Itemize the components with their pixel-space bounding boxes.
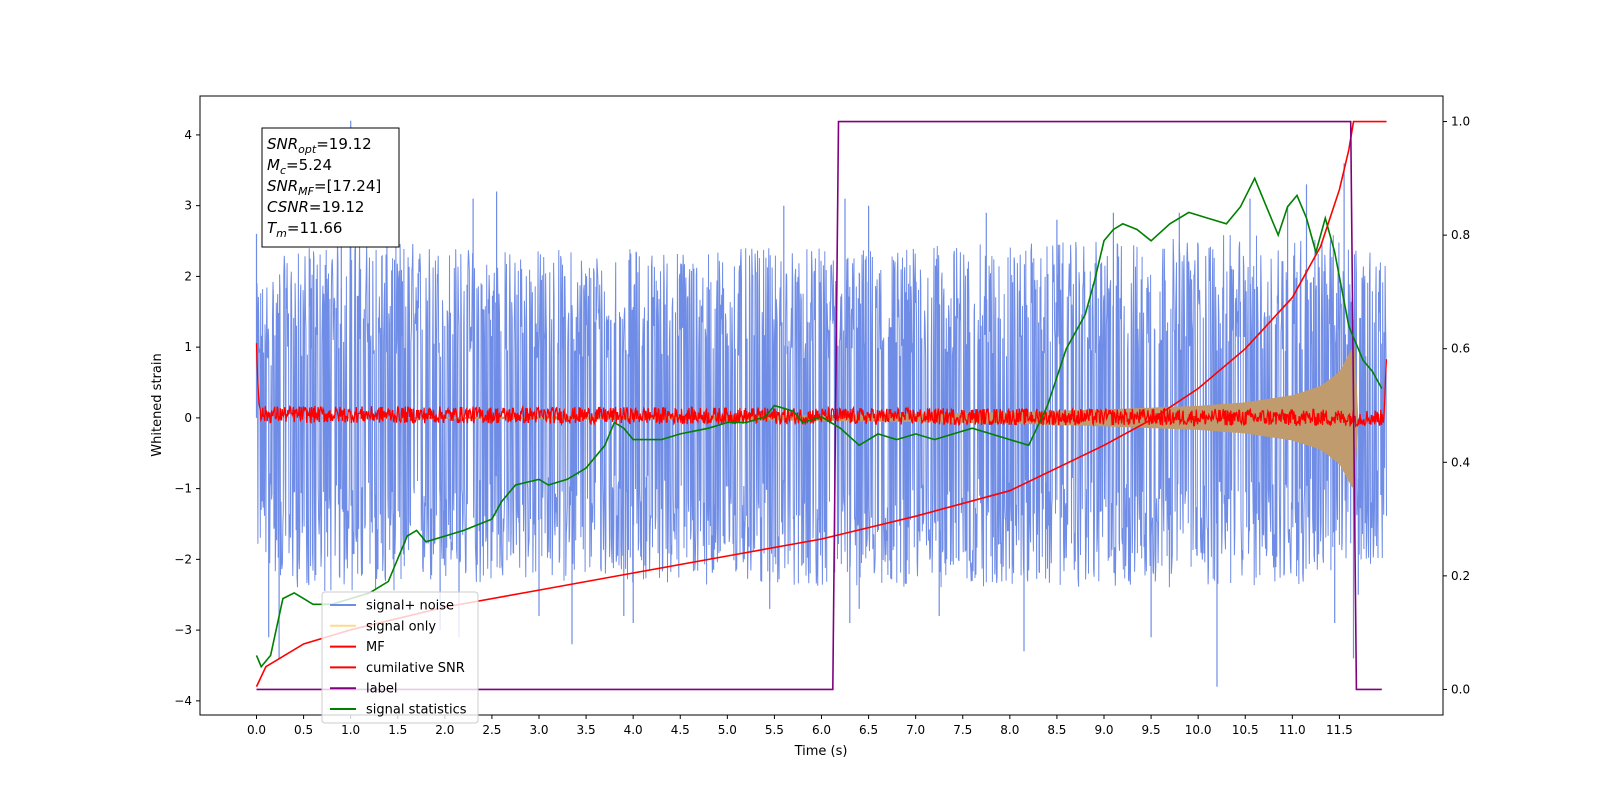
series-signal-noise	[256, 235, 1387, 592]
y-left-tick-label: 3	[184, 199, 192, 213]
legend-label: signal+ noise	[366, 599, 454, 614]
y-right-tick-label: 0.6	[1451, 342, 1470, 356]
x-tick-label: 7.5	[953, 723, 972, 737]
annotation-line: Tm=11.66	[267, 219, 342, 240]
legend-label: label	[366, 682, 397, 697]
annotation-box: SNRopt=19.12Mc=5.24SNRMF=[17.24]CSNR=19.…	[261, 127, 400, 248]
legend-frame	[321, 591, 479, 724]
annotation-line: SNRMF=[17.24]	[267, 177, 381, 198]
x-tick-label: 11.0	[1279, 723, 1306, 737]
x-axis-label: Time (s)	[794, 744, 848, 759]
y-left-tick-label: −1	[174, 482, 192, 496]
y-left-tick-label: 4	[184, 128, 192, 142]
x-tick-label: 8.0	[1000, 723, 1019, 737]
annotation-line: Mc=5.24	[267, 156, 332, 177]
x-tick-label: 5.5	[765, 723, 784, 737]
legend-label: cumilative SNR	[366, 661, 465, 676]
legend-label: MF	[366, 640, 385, 655]
x-tick-label: 9.0	[1094, 723, 1113, 737]
y-left-tick-label: 0	[184, 411, 192, 425]
y-left-tick-label: −2	[174, 552, 192, 566]
x-tick-label: 9.5	[1142, 723, 1161, 737]
x-tick-label: 1.5	[388, 723, 407, 737]
x-tick-label: 10.0	[1185, 723, 1212, 737]
series-label	[256, 120, 1382, 691]
y-right-tick-label: 1.0	[1451, 115, 1470, 129]
legend-label: signal only	[366, 619, 436, 634]
x-tick-label: 5.0	[718, 723, 737, 737]
y-left-tick-label: 1	[184, 340, 192, 354]
y-left-tick-label: −3	[174, 623, 192, 637]
x-tick-label: 8.5	[1047, 723, 1066, 737]
x-tick-label: 1.0	[341, 723, 360, 737]
y-right-tick-label: 0.0	[1451, 682, 1470, 696]
y-left-tick-label: −4	[174, 694, 192, 708]
x-tick-label: 0.5	[294, 723, 313, 737]
series-mf	[255, 343, 1388, 428]
axis-layer: 0.0 0.5 1.0 1.5 2.0 2.5 3.0 3.5 4.0 4.5 5.0 5.5 6.0 6…	[174, 115, 1470, 737]
x-tick-label: 10.5	[1232, 723, 1259, 737]
y-axis-label: Whitened strain	[150, 353, 165, 456]
y-right-tick-label: 0.2	[1451, 569, 1470, 583]
series-layer	[255, 120, 1388, 691]
y-right-tick-label: 0.8	[1451, 228, 1470, 242]
x-tick-label: 2.5	[482, 723, 501, 737]
x-tick-label: 4.5	[671, 723, 690, 737]
x-tick-label: 6.0	[812, 723, 831, 737]
series-signal-statistics	[255, 176, 1383, 669]
x-tick-label: 2.0	[435, 723, 454, 737]
legend: signal+ noise signal only MF cumilative SNR…	[321, 591, 479, 724]
x-tick-label: 7.0	[906, 723, 925, 737]
y-left-tick-label: 2	[184, 269, 192, 283]
annotation-frame	[261, 127, 400, 248]
x-tick-label: 0.0	[247, 723, 266, 737]
x-tick-label: 11.5	[1326, 723, 1353, 737]
x-tick-label: 3.5	[577, 723, 596, 737]
annotation-line: CSNR=19.12	[267, 198, 364, 216]
x-tick-label: 6.5	[859, 723, 878, 737]
legend-label: signal statistics	[366, 703, 467, 718]
x-tick-label: 4.0	[624, 723, 643, 737]
y-right-tick-label: 0.4	[1451, 455, 1470, 469]
x-tick-label: 3.0	[529, 723, 548, 737]
annotation-line: SNRopt=19.12	[267, 135, 372, 156]
